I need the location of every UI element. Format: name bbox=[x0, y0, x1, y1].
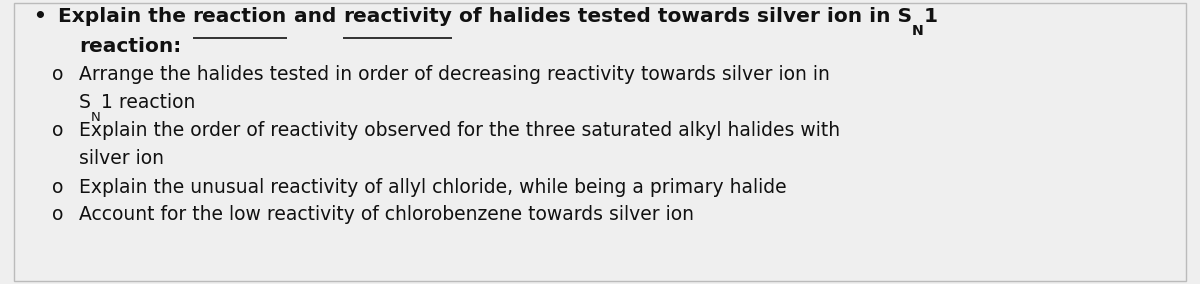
Text: and: and bbox=[287, 7, 343, 26]
Text: Account for the low reactivity of chlorobenzene towards silver ion: Account for the low reactivity of chloro… bbox=[79, 205, 695, 224]
Text: 1: 1 bbox=[924, 7, 938, 26]
Text: o: o bbox=[52, 205, 62, 224]
Text: S: S bbox=[79, 93, 91, 112]
Text: o: o bbox=[52, 178, 62, 197]
Text: of halides tested towards silver ion in S: of halides tested towards silver ion in … bbox=[452, 7, 912, 26]
Text: o: o bbox=[52, 65, 62, 84]
Text: •: • bbox=[34, 7, 47, 26]
Text: reaction:: reaction: bbox=[79, 37, 181, 56]
Text: reactivity: reactivity bbox=[343, 7, 452, 26]
Text: N: N bbox=[91, 111, 101, 124]
FancyBboxPatch shape bbox=[14, 3, 1186, 281]
Text: silver ion: silver ion bbox=[79, 149, 164, 168]
Text: Explain the unusual reactivity of allyl chloride, while being a primary halide: Explain the unusual reactivity of allyl … bbox=[79, 178, 787, 197]
Text: Explain the order of reactivity observed for the three saturated alkyl halides w: Explain the order of reactivity observed… bbox=[79, 121, 840, 140]
Text: 1 reaction: 1 reaction bbox=[101, 93, 196, 112]
Text: o: o bbox=[52, 121, 62, 140]
Text: reaction: reaction bbox=[192, 7, 287, 26]
Text: N: N bbox=[912, 24, 924, 38]
Text: Explain the: Explain the bbox=[58, 7, 192, 26]
Text: Arrange the halides tested in order of decreasing reactivity towards silver ion : Arrange the halides tested in order of d… bbox=[79, 65, 830, 84]
